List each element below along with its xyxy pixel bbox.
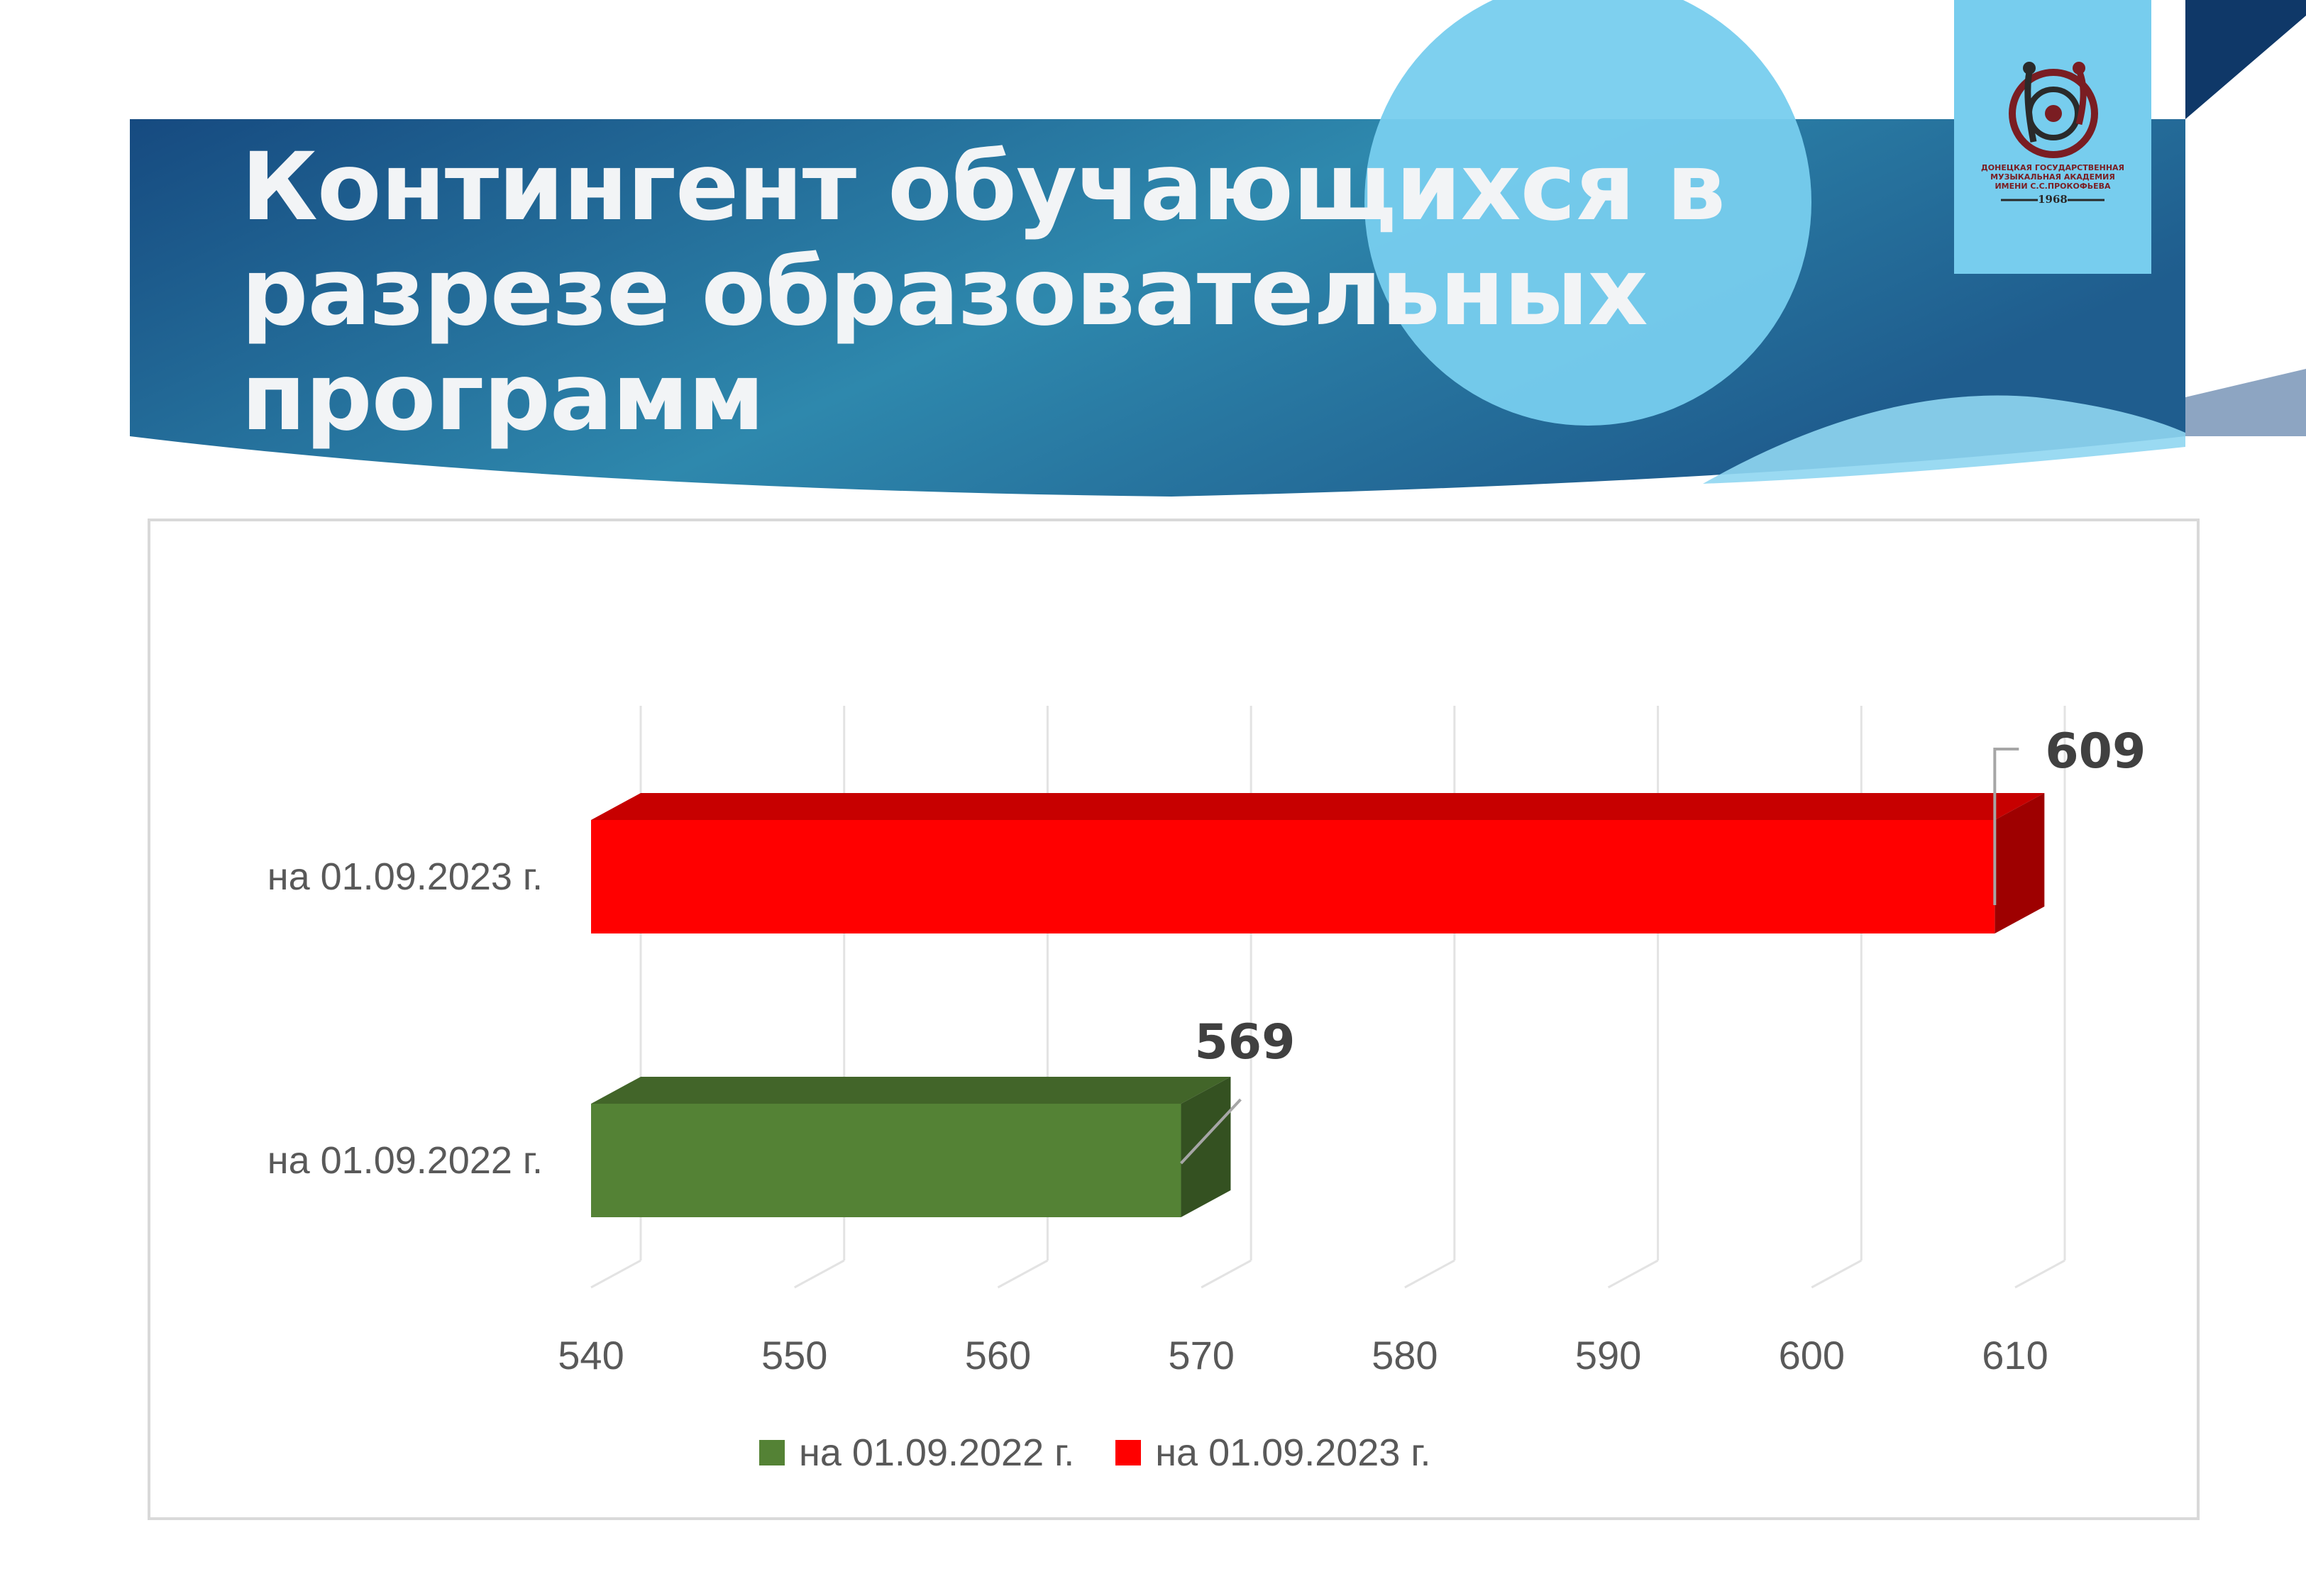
bar-top-1	[591, 793, 2045, 820]
gridline-floor-570	[1201, 1259, 1252, 1289]
bar-0	[591, 1104, 1181, 1217]
category-label-1: на 01.09.2023 г.	[267, 855, 543, 898]
bar-side-1	[1995, 793, 2045, 933]
slide-title: Контингент обучающихся в разрезе образов…	[241, 133, 1726, 452]
chart-frame	[148, 519, 2200, 1520]
decor-circle-large	[1364, 0, 1811, 426]
legend-item-2022: на 01.09.2022 г.	[759, 1431, 1074, 1475]
data-label-leader-0	[1180, 1098, 1242, 1165]
gridline-floor-610	[2014, 1259, 2065, 1289]
legend-label-2023: на 01.09.2023 г.	[1155, 1431, 1431, 1474]
bar-1	[591, 820, 1995, 933]
academy-emblem-icon	[2001, 62, 2104, 201]
legend-item-2023: на 01.09.2023 г.	[1115, 1431, 1430, 1475]
slide-title-line-3: программ	[241, 343, 765, 452]
gridline-floor-580	[1404, 1259, 1455, 1289]
academy-logo: ДОНЕЦКАЯ ГОСУДАРСТВЕННАЯ МУЗЫКАЛЬНАЯ АКА…	[1954, 0, 2151, 274]
gridline-floor-590	[1607, 1259, 1659, 1289]
logo-text-1: ДОНЕЦКАЯ ГОСУДАРСТВЕННАЯ	[1980, 163, 2125, 172]
gridline-floor-600	[1811, 1259, 1863, 1289]
corner-triangle-light	[2185, 369, 2306, 436]
x-tick-label-550: 550	[761, 1333, 827, 1378]
legend-swatch-2023	[1115, 1440, 1142, 1465]
gridline-floor-540	[590, 1259, 641, 1289]
x-tick-label-540: 540	[558, 1333, 624, 1378]
x-tick-label-570: 570	[1168, 1333, 1234, 1378]
logo-year: 1968	[2038, 193, 2068, 206]
data-label-1: 609	[2045, 724, 2146, 780]
x-tick-label-610: 610	[1982, 1333, 2048, 1378]
x-tick-label-560: 560	[965, 1333, 1031, 1378]
bar-top-0	[591, 1077, 1231, 1104]
category-label-0: на 01.09.2022 г.	[267, 1139, 543, 1182]
logo-text-2: МУЗЫКАЛЬНАЯ АКАДЕМИЯ	[1990, 172, 2115, 182]
slide-title-line-1: Контингент обучающихся в	[241, 133, 1726, 242]
x-tick-label-580: 580	[1372, 1333, 1438, 1378]
legend-label-2022: на 01.09.2022 г.	[799, 1431, 1075, 1474]
bar-side-0	[1181, 1077, 1231, 1217]
data-label-0: 569	[1194, 1014, 1295, 1070]
corner-triangle	[2185, 0, 2306, 119]
legend-swatch-2022	[759, 1440, 785, 1465]
logo-text-3: ИМЕНИ С.С.ПРОКОФЬЕВА	[1995, 182, 2111, 191]
x-tick-label-590: 590	[1575, 1333, 1641, 1378]
chart-legend: на 01.09.2022 г. на 01.09.2023 г.	[759, 1431, 1472, 1475]
x-tick-label-600: 600	[1779, 1333, 1845, 1378]
gridline-floor-560	[997, 1259, 1049, 1289]
data-label-leader-1	[1993, 748, 2019, 905]
slide-title-line-2: разрезе образовательных	[241, 238, 1648, 347]
gridline-floor-550	[793, 1259, 845, 1289]
decor-circle-lower	[1703, 395, 2185, 484]
